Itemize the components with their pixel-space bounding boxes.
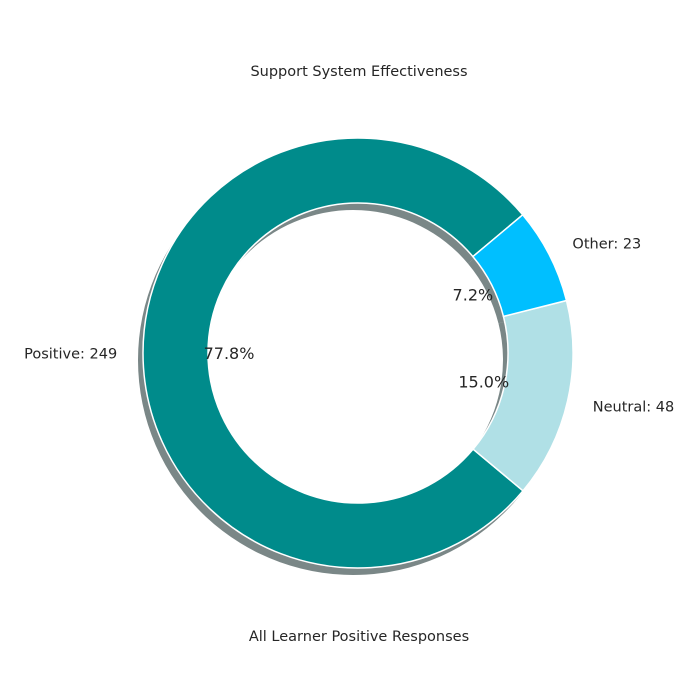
labels-group: Positive: 249 77.8% Neutral: 48 15.0% Other:… [24,236,674,415]
category-label: Other: 23 [572,236,641,252]
percent-label: 7.2% [453,285,494,304]
slice-neutral [472,299,574,492]
percent-label: 77.8% [204,344,255,363]
chart-title: Support System Effectiveness [250,64,467,80]
slice-positive [142,137,525,569]
percent-label: 15.0% [458,373,509,392]
slices-group [142,137,574,569]
category-label: Neutral: 48 [593,400,674,416]
category-label: Positive: 249 [24,346,117,362]
x-axis-label: All Learner Positive Responses [249,629,469,645]
slice-other [471,213,568,318]
